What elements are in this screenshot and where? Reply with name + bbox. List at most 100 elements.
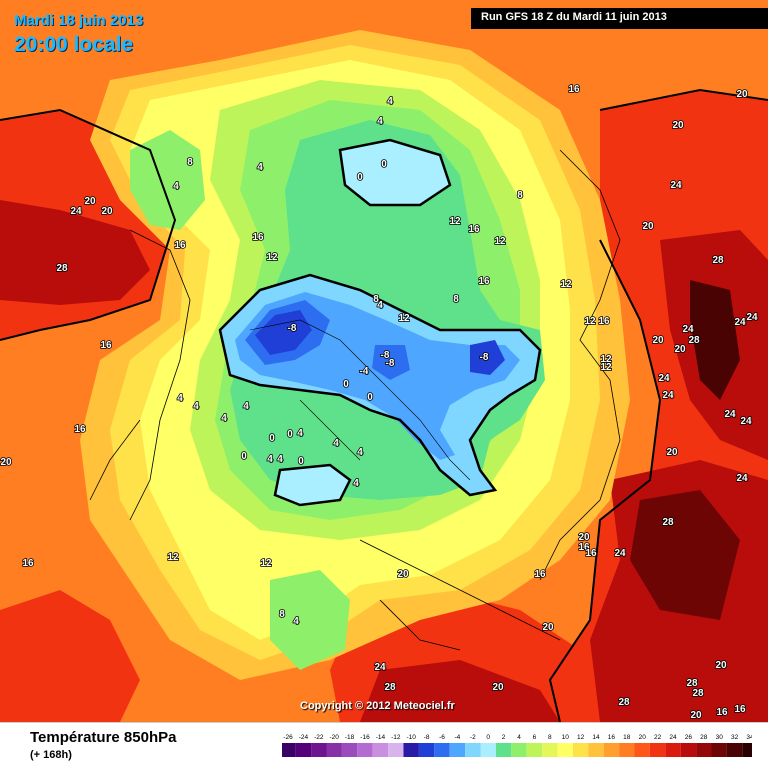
band-30-southeast xyxy=(630,490,740,620)
legend-swatch xyxy=(372,743,389,757)
contour-label: 0 xyxy=(241,451,247,462)
legend-swatch xyxy=(526,743,543,757)
contour-label: 20 xyxy=(736,89,748,100)
contour-label: 24 xyxy=(746,312,758,323)
contour-label: 16 xyxy=(578,542,590,553)
lead-time: (+ 168h) xyxy=(30,749,72,761)
legend-swatch xyxy=(634,743,650,757)
contour-label: 0 xyxy=(343,379,349,390)
contour-label: 20 xyxy=(642,221,654,232)
contour-label: 8 xyxy=(279,609,285,620)
legend-tick-label: 28 xyxy=(700,734,708,741)
contour-label: 8 xyxy=(373,294,379,305)
band-22-southwest xyxy=(0,590,140,722)
contour-label: 20 xyxy=(84,196,96,207)
contour-label: 24 xyxy=(724,409,736,420)
contour-label: 8 xyxy=(187,157,193,168)
contour-label: 28 xyxy=(688,335,700,346)
coastline-asia xyxy=(539,149,621,581)
legend-tick-label: 2 xyxy=(502,734,506,741)
contour-label: 0 xyxy=(269,433,275,444)
legend-swatch xyxy=(282,743,296,757)
contour-label: -8 xyxy=(480,352,489,363)
coastline-europe xyxy=(359,539,561,651)
legend-tick-label: -26 xyxy=(283,734,293,741)
contour-label: 0 xyxy=(287,429,293,440)
contour-label: 20 xyxy=(542,622,554,633)
contour-label: 12 xyxy=(398,313,410,324)
contour-label: 20 xyxy=(492,682,504,693)
contour-label: 4 xyxy=(293,616,299,627)
legend-swatch xyxy=(403,743,419,757)
legend-swatch xyxy=(511,743,527,757)
band-minus8-west xyxy=(255,310,312,355)
contour-label: 4 xyxy=(387,96,393,107)
contour-label: 16 xyxy=(734,704,746,715)
contour-label: 4 xyxy=(333,438,339,449)
contour-label: 4 xyxy=(177,393,183,404)
temperature-map: 20 24 20 20 28 16 16 12 16 16 4 8 4 4 4 0 0 8 16 20 20 24 20 28… xyxy=(0,0,768,722)
contour-label: 16 xyxy=(174,240,186,251)
legend-swatch xyxy=(572,743,589,757)
contour-label: 16 xyxy=(478,276,490,287)
legend-swatch xyxy=(434,743,450,757)
legend-tick-label: 0 xyxy=(486,734,490,741)
contour-label: 20 xyxy=(0,457,12,468)
footer-bar: Température 850hPa (+ 168h) -26 -24 -22 -20… xyxy=(0,722,768,769)
contour-label: 16 xyxy=(585,548,597,559)
contour-label: 28 xyxy=(692,688,704,699)
legend-tick-label: 12 xyxy=(577,734,585,741)
contour-label: 24 xyxy=(736,473,748,484)
contour-label: 20 xyxy=(652,335,664,346)
contour-label: -8 xyxy=(381,350,390,361)
band-4-northwest xyxy=(130,130,205,230)
contour-label: 4 xyxy=(357,447,363,458)
band-26-west xyxy=(0,200,150,305)
legend-swatch xyxy=(649,743,666,757)
contour-label: 20 xyxy=(397,569,409,580)
legend-swatch xyxy=(341,743,358,757)
legend-swatch xyxy=(311,743,327,757)
legend-swatch xyxy=(619,743,635,757)
legend-swatch xyxy=(588,743,604,757)
contour-label: 20 xyxy=(101,206,113,217)
legend-swatch xyxy=(388,743,404,757)
band-0-north xyxy=(340,140,450,205)
contour-label: 8 xyxy=(517,190,523,201)
legend-tick-label: 32 xyxy=(731,734,739,741)
contour-label: 28 xyxy=(384,682,396,693)
legend-swatch xyxy=(326,743,342,757)
contour-label: 12 xyxy=(494,236,506,247)
band-0-south xyxy=(275,465,350,505)
zero-contour-south xyxy=(273,463,352,507)
contour-label: 4 xyxy=(353,478,359,489)
contour-label: 28 xyxy=(712,255,724,266)
forecast-date: Mardi 18 juin 2013 xyxy=(14,12,144,29)
legend-tick-label: -20 xyxy=(329,734,339,741)
legend-tick-label: 22 xyxy=(654,734,662,741)
contour-label: 12 xyxy=(167,552,179,563)
legend-tick-label: -10 xyxy=(406,734,416,741)
legend-swatch xyxy=(665,743,681,757)
contour-label: 4 xyxy=(257,162,263,173)
contour-label: 4 xyxy=(243,401,249,412)
legend-swatch xyxy=(295,743,312,757)
legend-swatch xyxy=(357,743,373,757)
coastline-arctic xyxy=(249,319,471,481)
run-info-banner: Run GFS 18 Z du Mardi 11 juin 2013 xyxy=(471,8,768,29)
contour-label: 24 xyxy=(662,390,674,401)
legend-tick-label: 26 xyxy=(685,734,693,741)
twenty-contour-west xyxy=(0,108,177,341)
contour-label: 12 xyxy=(560,279,572,290)
contour-label: 16 xyxy=(100,340,112,351)
legend-tick-label: 20 xyxy=(639,734,647,741)
legend-tick-label: 6 xyxy=(533,734,537,741)
contour-label: 4 xyxy=(377,116,383,127)
legend-tick-label: -8 xyxy=(424,734,430,741)
legend-tick-label: 8 xyxy=(548,734,552,741)
legend-swatch xyxy=(480,743,496,757)
contour-label: 28 xyxy=(56,263,68,274)
contour-label: 20 xyxy=(674,344,686,355)
